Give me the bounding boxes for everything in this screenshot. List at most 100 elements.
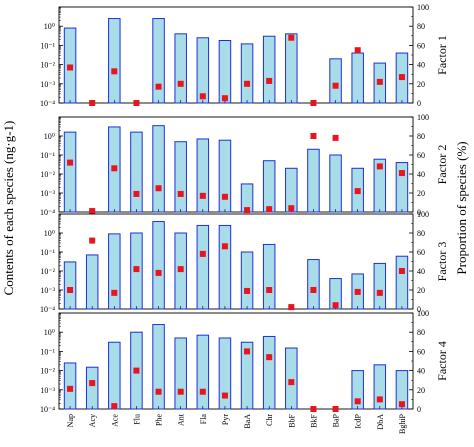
right-tick-label: 20 [417,189,425,198]
category-label: Fla [199,414,208,425]
proportion-marker [288,304,295,311]
left-tick-label: 10⁻² [40,170,55,179]
proportion-marker [310,287,317,293]
right-tick-label: 40 [417,267,425,276]
proportion-marker [133,266,140,273]
content-bar [307,148,320,213]
left-tick-label: 10⁻³ [40,386,55,395]
proportion-marker [398,74,405,81]
content-bar [329,58,342,104]
proportion-marker [177,190,184,197]
left-tick-label: 10⁰ [44,22,55,31]
category-label: BaP [332,413,341,427]
right-tick-label: 20 [417,286,425,295]
content-bar [262,35,276,104]
factor-label: Factor 3 [435,242,449,282]
content-bar [196,334,210,410]
proportion-marker [354,47,361,54]
proportion-marker [89,208,96,215]
proportion-marker [155,269,162,276]
proportion-marker [155,388,162,395]
proportion-marker [376,163,383,170]
proportion-marker [199,192,206,199]
content-bar [218,139,232,213]
content-bar [130,131,143,213]
proportion-marker [376,78,383,85]
right-tick-label: 20 [417,386,425,395]
proportion-marker [398,268,405,274]
category-label: BkF [309,413,318,427]
left-tick-label: 10⁰ [44,132,55,141]
right-tick-label: 0 [417,405,421,414]
proportion-marker [398,170,405,177]
right-tick-label: 0 [417,99,421,108]
proportion-marker [310,133,317,139]
content-bar [174,33,187,104]
proportion-marker [199,250,206,257]
proportion-marker [332,134,339,141]
left-tick-label: 10⁰ [44,229,55,238]
proportion-marker [221,392,228,399]
proportion-marker [354,288,361,295]
proportion-marker [155,185,162,192]
category-label: BghiP [398,413,407,434]
proportion-marker [310,406,317,412]
content-bar [85,254,99,310]
left-tick-label: 10⁻⁴ [40,305,55,314]
proportion-marker [67,385,74,392]
content-bar [262,160,276,213]
proportion-marker [111,403,118,410]
content-bar [218,39,232,104]
content-bar [285,33,298,104]
proportion-marker [376,396,383,403]
left-tick-label: 10⁻⁴ [40,208,55,217]
right-tick-label: 80 [417,22,425,31]
factor-label: Factor 4 [435,341,449,381]
left-tick-label: 10⁻² [40,267,55,276]
content-bar [307,259,320,310]
left-tick-label: 10⁻¹ [40,248,55,257]
category-label: Ace [110,414,119,427]
proportion-marker [155,83,162,90]
proportion-marker [354,398,361,405]
proportion-marker [177,266,184,273]
left-tick-label: 10⁰ [44,328,55,337]
left-tick-label: 10⁻¹ [40,347,55,356]
proportion-marker [221,243,228,250]
right-tick-label: 40 [417,367,425,376]
proportion-marker [244,80,251,87]
content-bar [174,141,187,213]
content-bar [85,366,99,410]
content-bar [218,224,232,310]
content-bar [285,347,298,410]
right-tick-label: 20 [417,80,425,89]
content-bar [351,52,364,104]
content-bar [152,125,165,213]
proportion-marker [376,289,383,296]
proportion-marker [111,165,118,172]
content-bar [196,224,210,310]
proportion-marker [89,100,96,106]
right-tick-label: 60 [417,248,425,257]
proportion-marker [133,100,140,106]
proportion-marker [111,289,118,296]
proportion-marker [310,100,317,106]
factor-panel: 10⁰ 10⁻¹ 10⁻² 10⁻³ 10⁻⁴ 100 80 60 40 20 0 Factor 2 [40,113,449,217]
proportion-marker [266,287,273,293]
proportion-marker [354,188,361,195]
proportion-marker [266,77,273,84]
factor-label: Factor 2 [435,145,449,185]
content-bar [240,251,254,310]
right-tick-label: 60 [417,41,425,50]
content-bar [152,324,165,410]
left-tick-label: 10⁻³ [40,286,55,295]
proportion-marker [89,237,96,244]
content-bar [395,255,409,310]
right-tick-label: 100 [417,113,429,122]
proportion-marker [221,95,228,102]
category-label: BaA [243,414,252,429]
category-label: BbF [287,413,296,427]
category-label: Flu [132,414,141,425]
content-bar [196,37,210,104]
right-tick-label: 40 [417,61,425,70]
